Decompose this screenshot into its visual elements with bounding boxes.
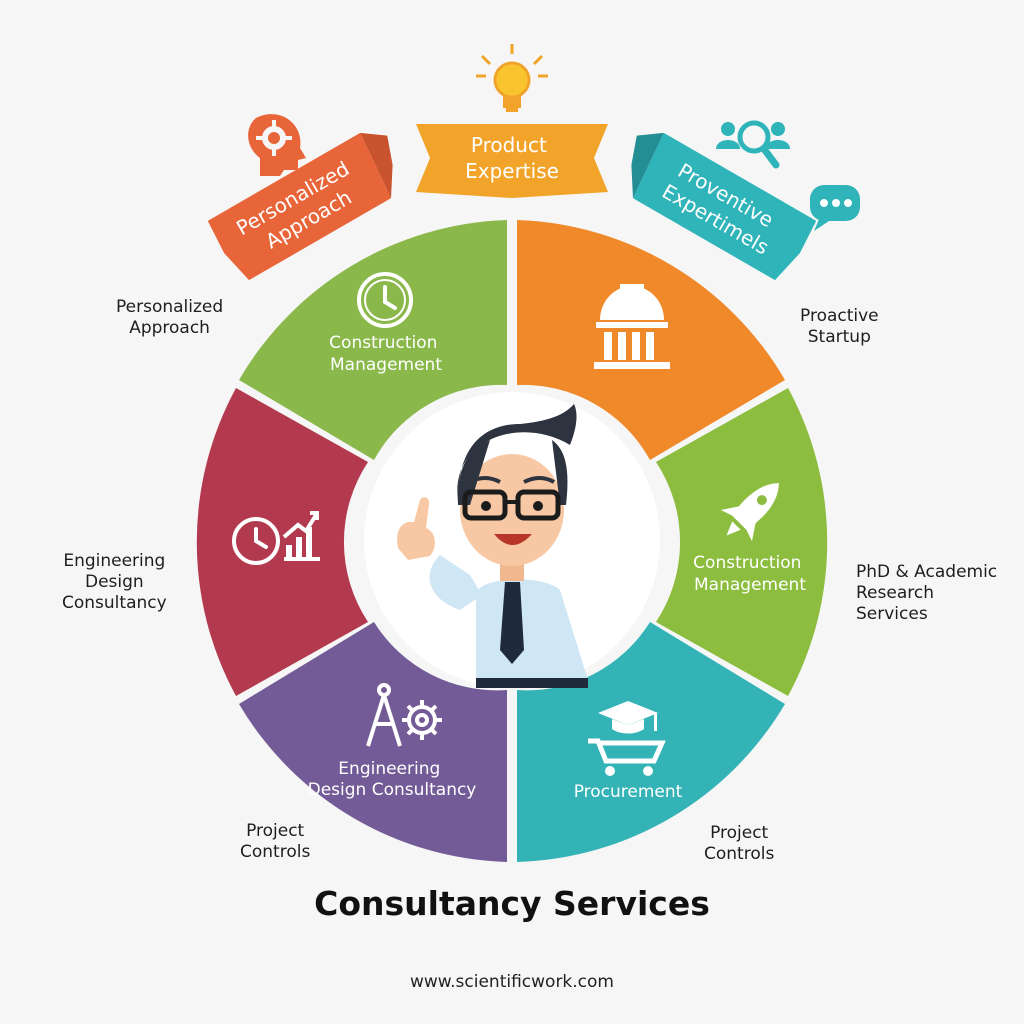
outer-project-right-line1: Project bbox=[710, 823, 769, 843]
segment-text-procurement: Procurement bbox=[574, 782, 683, 802]
segment-engineering-line2: Design Consultancy bbox=[308, 780, 477, 800]
outer-phd-line1: PhD & Academic bbox=[856, 562, 998, 582]
diagram-title: Consultancy Services bbox=[314, 884, 710, 923]
outer-engineering-line3: Consultancy bbox=[62, 593, 167, 613]
segment-construction-top-line2: Management bbox=[330, 355, 442, 375]
banner-product-line1: Product bbox=[471, 133, 547, 157]
people-search-icon bbox=[716, 120, 790, 169]
outer-phd-line3: Services bbox=[856, 604, 928, 624]
outer-proactive-line2: Startup bbox=[807, 327, 871, 347]
outer-label-project-controls-left: Project Controls bbox=[240, 821, 310, 863]
outer-phd-line2: Research bbox=[856, 583, 934, 603]
segment-text-construction-right: Construction Management bbox=[693, 553, 807, 595]
segment-construction-right-line2: Management bbox=[694, 575, 806, 595]
outer-label-proactive-startup: Proactive Startup bbox=[800, 306, 879, 348]
footer-url: www.scientificwork.com bbox=[409, 972, 614, 992]
gear-head-icon bbox=[248, 114, 306, 176]
outer-personalized-line1: Personalized bbox=[116, 297, 224, 317]
cart-graduation-icon bbox=[588, 701, 666, 776]
outer-proactive-line1: Proactive bbox=[800, 306, 879, 326]
segment-engineering-line1: Engineering bbox=[338, 759, 440, 779]
outer-engineering-line1: Engineering bbox=[63, 551, 166, 571]
segment-text-engineering: Engineering Design Consultancy bbox=[308, 759, 477, 800]
chat-bubble-icon bbox=[810, 185, 860, 231]
banner-product-line2: Expertise bbox=[465, 159, 559, 183]
clock-icon bbox=[357, 272, 413, 328]
building-icon bbox=[594, 284, 670, 369]
compass-gear-icon bbox=[366, 683, 442, 747]
clock-chart-icon bbox=[232, 511, 320, 565]
segment-engineering-design bbox=[239, 622, 507, 862]
banner-product-expertise: Product Expertise bbox=[416, 124, 608, 198]
outer-project-left-line1: Project bbox=[246, 821, 305, 841]
segment-text-construction-top: Construction Management bbox=[329, 333, 443, 375]
outer-engineering-line2: Design bbox=[84, 572, 144, 592]
rocket-icon bbox=[720, 483, 779, 542]
outer-project-left-line2: Controls bbox=[240, 842, 311, 862]
outer-personalized-line2: Approach bbox=[129, 318, 210, 338]
svg-text:Product Expertise: Product Expertise bbox=[465, 133, 559, 183]
outer-project-right-line2: Controls bbox=[704, 844, 775, 864]
segment-construction-right-line1: Construction bbox=[693, 553, 801, 573]
outer-label-engineering-design: Engineering Design Consultancy bbox=[62, 551, 167, 614]
segment-procurement-line1: Procurement bbox=[574, 782, 683, 802]
outer-label-project-controls-right: Project Controls bbox=[704, 823, 774, 865]
segment-construction-top-line1: Construction bbox=[329, 333, 437, 353]
segment-clock-chart bbox=[196, 388, 368, 696]
consultant-avatar bbox=[397, 404, 588, 688]
segment-construction-management-right bbox=[656, 388, 828, 696]
lightbulb-icon bbox=[476, 44, 548, 112]
outer-label-personalized-approach: Personalized Approach bbox=[116, 297, 223, 339]
outer-label-phd-research: PhD & Academic Research Services bbox=[856, 562, 997, 625]
segment-construction-management-top bbox=[239, 220, 507, 460]
